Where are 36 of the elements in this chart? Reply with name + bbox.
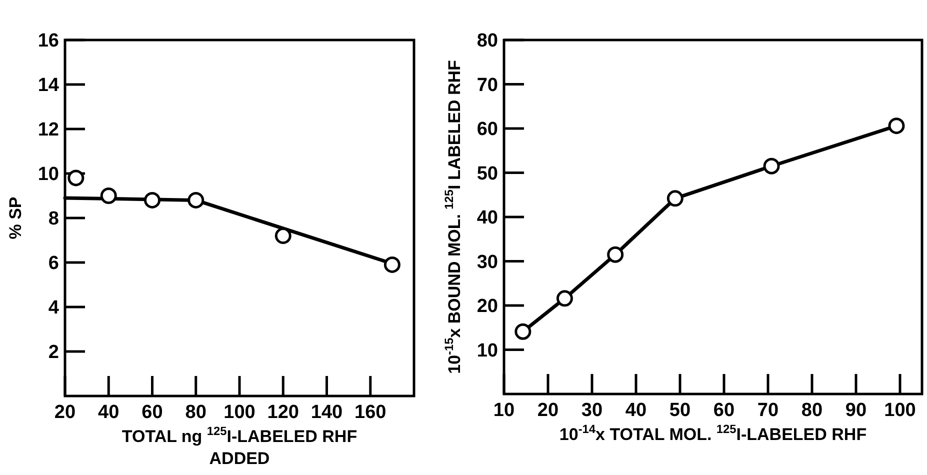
x-tick-label: 90 (845, 400, 867, 421)
y-tick-label: 10 (476, 340, 498, 362)
y-tick-label: 60 (476, 119, 498, 140)
x-tick-label: 80 (185, 402, 206, 423)
y-tick-label: 2 (48, 342, 59, 364)
y-tick-label: 8 (48, 208, 59, 230)
x-tick-label: 50 (669, 400, 691, 421)
x-tick-label: 80 (801, 400, 823, 421)
y-tick-label: 30 (476, 252, 498, 273)
x-tick-label: 40 (98, 402, 120, 423)
x-tick-label: 60 (713, 400, 735, 421)
y-tick-label: 6 (48, 253, 59, 274)
x-tick-label: 120 (267, 402, 299, 423)
y-tick-label: 20 (476, 296, 498, 318)
y-tick-label: 16 (38, 30, 59, 52)
y-axis-title: % SP (6, 196, 25, 240)
y-tick-label: 10 (38, 164, 59, 186)
y-tick-label: 12 (38, 120, 59, 141)
x-tick-label: 10 (493, 400, 515, 421)
x-tick-label: 30 (581, 400, 603, 421)
x-tick-label: 100 (884, 400, 916, 421)
x-tick-label: 70 (757, 400, 779, 421)
x-tick-label: 160 (354, 402, 386, 423)
x-tick-label: 100 (224, 402, 256, 423)
y-tick-label: 50 (476, 163, 498, 184)
y-tick-label: 80 (476, 30, 498, 52)
y-tick-label: 70 (476, 74, 498, 96)
x-axis-title: 10$^{-14}$x TOTAL MOL. $^{125}$I-LABELED RHF (559, 422, 867, 444)
y-tick-label: 4 (48, 298, 60, 319)
y-tick-label: 14 (38, 75, 60, 96)
y-tick-label: 40 (476, 208, 498, 229)
x-tick-label: 60 (142, 402, 163, 423)
x-axis-title: TOTAL ng $^{125}$I-LABELED RHF ADDED (122, 424, 358, 468)
x-tick-label: 40 (625, 400, 647, 421)
x-tick-label: 20 (537, 400, 559, 421)
x-tick-label: 140 (310, 402, 343, 423)
